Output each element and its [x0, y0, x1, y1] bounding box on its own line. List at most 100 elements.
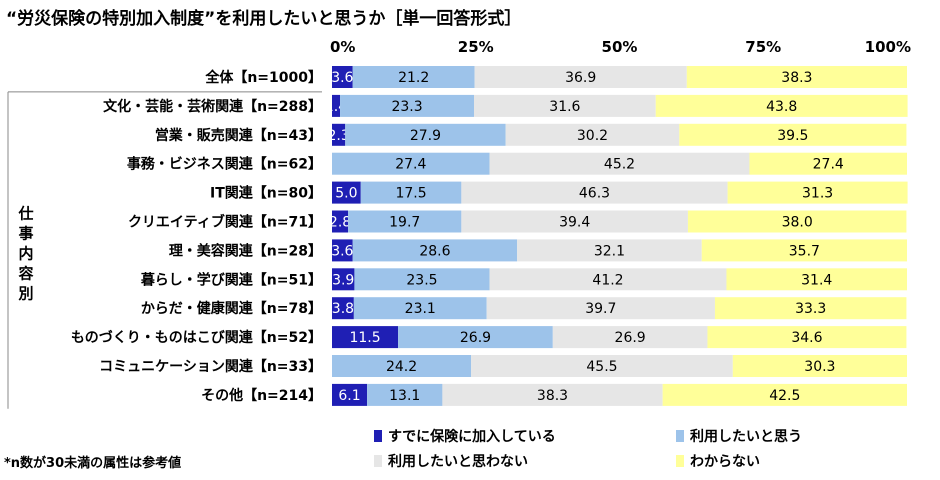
bar-segment: [486, 297, 715, 320]
data-label: 11.5: [349, 330, 380, 346]
bar-segment: [332, 66, 353, 88]
bar-segment: [360, 181, 462, 204]
category-label: 全体【n=1000】: [204, 69, 322, 86]
data-label: 41.2: [592, 272, 623, 288]
data-label: 3.6: [331, 243, 353, 259]
bar-segment: [367, 383, 443, 406]
bar-segment: [679, 123, 907, 146]
x-tick-label: 0%: [330, 38, 355, 56]
data-label: 3.9: [332, 272, 354, 288]
bar-segment: [471, 355, 733, 377]
bar-segment: [461, 210, 688, 233]
legend-item: すでに保険に加入している: [374, 426, 556, 446]
data-label: 2.8: [329, 215, 351, 231]
category-label: コミュニケーション関連【n=33】: [99, 358, 322, 375]
legend-swatch: [676, 430, 684, 442]
category-label: 事務・ビジネス関連【n=62】: [127, 156, 322, 173]
data-label: 13.1: [389, 388, 420, 404]
group-label-char: 別: [17, 284, 33, 302]
data-label: 31.3: [802, 186, 833, 202]
category-label: クリエイティブ関連【n=71】: [128, 214, 322, 231]
data-label: 27.4: [395, 157, 426, 173]
data-label: 34.6: [791, 330, 822, 346]
bar-segment: [474, 66, 687, 88]
bar-segment: [687, 210, 907, 233]
bar-segment: [332, 181, 361, 204]
group-label-char: 仕: [17, 204, 33, 222]
bar-segment: [332, 210, 349, 233]
data-label: 30.2: [577, 128, 608, 144]
data-label: 38.3: [781, 70, 812, 86]
legend-label: 利用したいと思わない: [388, 454, 528, 470]
legend-item: 利用したいと思わない: [374, 451, 528, 471]
x-tick-label: 75%: [745, 38, 781, 56]
bar-segment: [726, 268, 907, 291]
data-label: 17.5: [395, 186, 426, 202]
data-label: 45.2: [604, 157, 635, 173]
x-tick-label: 100%: [865, 38, 911, 56]
bar-segment: [332, 268, 355, 291]
x-tick-label: 25%: [458, 38, 494, 56]
bar-segment: [489, 268, 727, 291]
bar-segment: [353, 297, 487, 320]
bar-segment: [517, 239, 702, 262]
data-label: 33.3: [795, 301, 826, 317]
category-label: 暮らし・学び関連【n=51】: [140, 271, 322, 288]
data-label: 23.3: [391, 99, 422, 115]
bar-segment: [714, 297, 907, 320]
bar-segment: [662, 383, 907, 406]
bar-segment: [332, 297, 354, 320]
legend-label: すでに保険に加入している: [388, 429, 556, 445]
data-label: 35.7: [789, 243, 820, 259]
data-label: 24.2: [386, 359, 417, 375]
data-label: 31.4: [801, 272, 832, 288]
bar-segment: [474, 94, 656, 117]
legend-swatch: [676, 455, 684, 467]
data-label: 21.2: [398, 70, 429, 86]
data-label: 39.7: [585, 301, 616, 317]
data-label: 27.9: [410, 128, 441, 144]
bar-segment: [505, 123, 680, 146]
legend-item: 利用したいと思う: [676, 426, 802, 446]
data-label: 27.4: [813, 157, 844, 173]
legend-label: わからない: [690, 454, 760, 470]
category-label: その他【n=214】: [201, 387, 322, 404]
data-label: 26.9: [460, 330, 491, 346]
bar-segment: [701, 239, 907, 262]
bar-segment: [332, 152, 490, 175]
data-label: 3.6: [331, 70, 353, 86]
category-label: 営業・販売関連【n=43】: [155, 127, 322, 144]
data-label: 28.6: [419, 243, 450, 259]
bar-segment: [348, 210, 462, 233]
bar-segment: [332, 355, 472, 377]
group-label-char: 事: [18, 224, 33, 242]
bar-segment: [332, 123, 346, 146]
bar-segment: [727, 181, 908, 204]
bar-segment: [332, 239, 353, 262]
data-label: 23.1: [405, 301, 436, 317]
bar-segment: [655, 94, 908, 117]
bar-segment: [352, 239, 518, 262]
data-label: 39.5: [777, 128, 808, 144]
data-label: 38.3: [537, 388, 568, 404]
bar-segment: [332, 94, 341, 117]
bar-segment: [340, 94, 475, 117]
bar-segment: [552, 326, 708, 349]
category-label: からだ・健康関連【n=78】: [141, 300, 322, 317]
data-label: 46.3: [579, 186, 610, 202]
category-label: IT関連【n=80】: [210, 185, 322, 202]
legend-swatch: [374, 430, 382, 442]
x-tick-label: 50%: [602, 38, 638, 56]
data-label: 6.1: [338, 388, 360, 404]
category-label: 文化・芸能・芸術関連【n=288】: [103, 98, 322, 115]
group-label-char: 容: [17, 264, 33, 282]
bar-segment: [352, 66, 475, 88]
bar-segment: [749, 152, 907, 175]
category-label: 理・美容関連【n=28】: [169, 242, 322, 259]
data-label: 30.3: [804, 359, 835, 375]
bar-segment: [686, 66, 907, 88]
data-label: 23.5: [406, 272, 437, 288]
data-label: 32.1: [594, 243, 625, 259]
data-label: 43.8: [766, 99, 797, 115]
bar-segment: [345, 123, 506, 146]
